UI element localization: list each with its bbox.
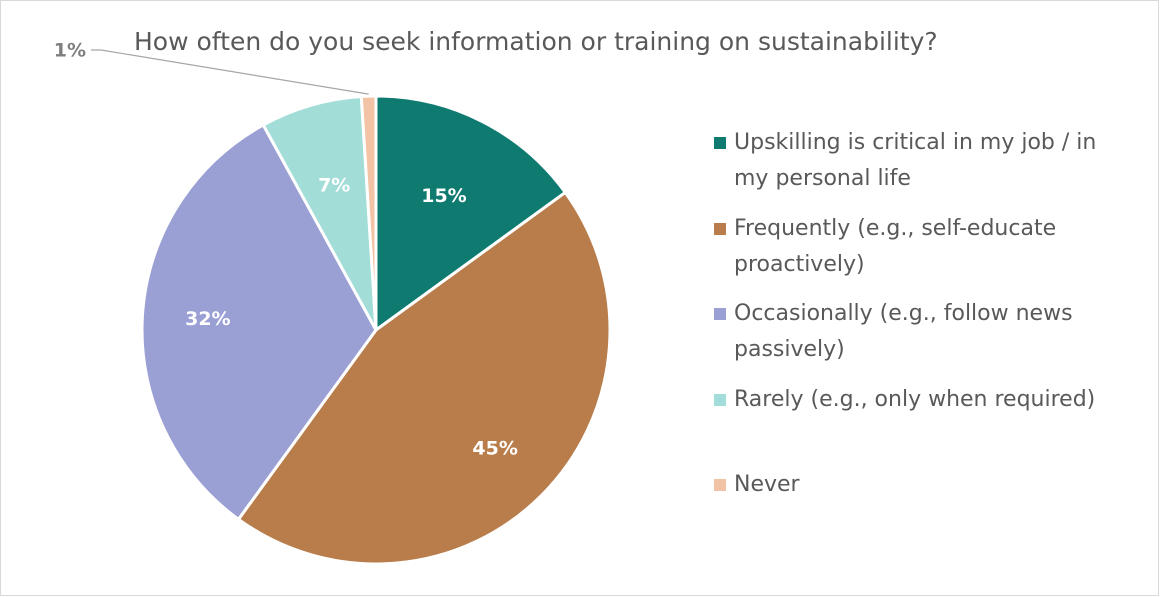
data-label: 1% <box>54 40 86 62</box>
legend-swatch <box>714 308 726 320</box>
legend-label: Frequently (e.g., self-educate proactive… <box>734 216 1057 277</box>
legend-item: Never <box>714 467 1134 503</box>
legend-item: Frequently (e.g., self-educate proactive… <box>714 211 1134 283</box>
pie-slice-rarely-e-g <box>261 94 378 332</box>
legend-item: Upskilling is critical in my job / in my… <box>714 125 1134 197</box>
legend-swatch <box>714 479 726 491</box>
pie-slice-never <box>359 94 378 332</box>
legend-label: Rarely (e.g., only when required) <box>734 387 1096 412</box>
pie-slice-occasionally-e-g <box>140 123 378 521</box>
data-label: 7% <box>318 175 350 197</box>
legend-label: Never <box>734 472 800 497</box>
legend-swatch <box>714 223 726 235</box>
data-label: 32% <box>185 308 230 330</box>
pie-slice-upskilling-is-critical <box>374 94 567 332</box>
pie-slice-frequently-e-g <box>236 190 612 566</box>
data-label: 45% <box>472 438 517 460</box>
legend-swatch <box>714 137 726 149</box>
legend-label: Occasionally (e.g., follow news passivel… <box>734 301 1073 362</box>
legend-swatch <box>714 394 726 406</box>
legend-label: Upskilling is critical in my job / in my… <box>734 130 1097 191</box>
legend-item: Rarely (e.g., only when required) <box>714 382 1134 418</box>
legend-item: Occasionally (e.g., follow news passivel… <box>714 296 1134 368</box>
leader-line <box>91 49 369 95</box>
chart-title: How often do you seek information or tra… <box>134 27 938 56</box>
data-label: 15% <box>421 185 466 207</box>
